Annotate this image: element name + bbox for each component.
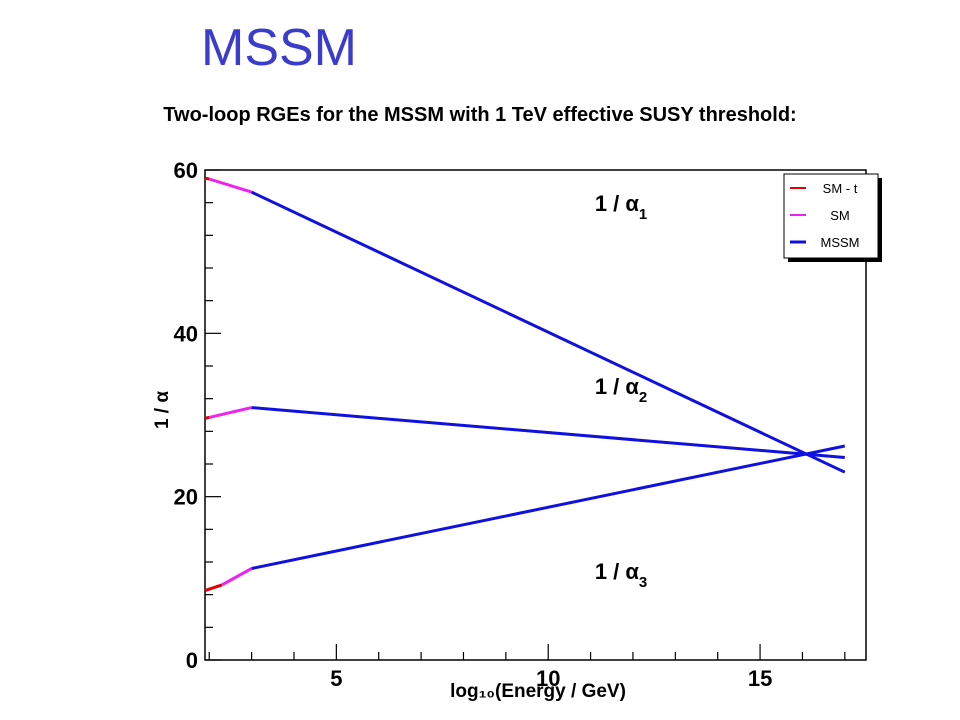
series-line-sm-t <box>204 415 210 420</box>
curve-label-1: 1 / α1 <box>595 191 647 223</box>
curve-label-3: 1 / α3 <box>595 559 647 591</box>
x-tick-label: 5 <box>330 666 342 691</box>
page-subtitle: Two-loop RGEs for the MSSM with 1 TeV ef… <box>163 104 797 126</box>
x-axis-label: log₁₀(Energy / GeV) <box>450 681 626 702</box>
curve-label-2: 1 / α2 <box>595 374 647 406</box>
legend-label: SM <box>830 208 850 223</box>
x-tick-label: 15 <box>748 666 772 691</box>
legend-label: MSSM <box>821 235 860 250</box>
series-line-mssm <box>251 406 845 459</box>
plot-frame <box>204 169 867 661</box>
x-tick-label: 10 <box>536 666 560 691</box>
y-tick-label: 0 <box>186 648 198 673</box>
series-line-sm <box>208 406 252 419</box>
series-line-sm <box>221 567 253 587</box>
series-line-sm-t <box>204 583 223 593</box>
y-axis-label: 1 / α <box>152 391 173 429</box>
y-tick-label: 40 <box>174 321 198 346</box>
series-line-sm <box>208 177 253 194</box>
series-line-sm-t <box>204 176 210 181</box>
series-line-mssm <box>251 444 846 570</box>
page-title: MSSM <box>201 19 357 77</box>
legend-label: SM - t <box>823 181 858 196</box>
series-line-mssm <box>250 190 846 474</box>
y-tick-label: 20 <box>174 485 198 510</box>
y-tick-label: 60 <box>174 158 198 183</box>
